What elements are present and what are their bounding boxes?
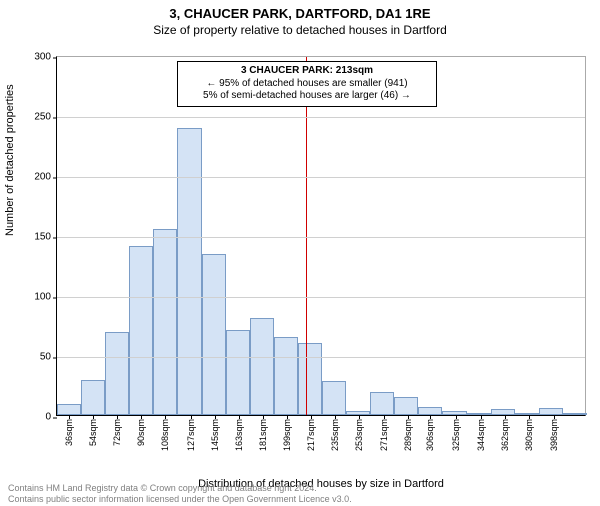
x-tick: 398sqm [549, 419, 559, 451]
x-tick: 289sqm [403, 419, 413, 451]
bar [442, 411, 466, 415]
annotation-line2: 5% of semi-detached houses are larger (4… [186, 90, 428, 103]
x-tick: 90sqm [136, 419, 146, 446]
bar [418, 407, 442, 415]
x-tick: 127sqm [186, 419, 196, 451]
bar [177, 128, 201, 415]
x-tick: 380sqm [524, 419, 534, 451]
bar [370, 392, 394, 415]
x-tick: 36sqm [64, 419, 74, 446]
bar [81, 380, 105, 415]
bar [563, 413, 587, 415]
x-tick: 217sqm [306, 419, 316, 451]
x-tick: 181sqm [258, 419, 268, 451]
bar [202, 254, 226, 415]
x-tick: 108sqm [160, 419, 170, 451]
x-tick: 54sqm [88, 419, 98, 446]
y-tick: 100 [34, 292, 51, 303]
bars-container [57, 57, 585, 415]
annotation-line1: ← 95% of detached houses are smaller (94… [186, 78, 428, 91]
x-tick: 235sqm [330, 419, 340, 451]
y-tick: 50 [40, 352, 51, 363]
bar [539, 408, 563, 415]
y-tick: 150 [34, 232, 51, 243]
gridline [57, 177, 585, 178]
page-title: 3, CHAUCER PARK, DARTFORD, DA1 1RE [0, 6, 600, 21]
bar [105, 332, 129, 415]
x-tick: 163sqm [234, 419, 244, 451]
gridline [57, 357, 585, 358]
bar [394, 397, 418, 415]
y-axis-label: Number of detached properties [4, 84, 16, 236]
bar [129, 246, 153, 415]
y-tick: 300 [34, 52, 51, 63]
y-tick: 250 [34, 112, 51, 123]
x-tick: 199sqm [282, 419, 292, 451]
y-tick: 200 [34, 172, 51, 183]
x-tick: 362sqm [500, 419, 510, 451]
bar [250, 318, 274, 415]
bar [57, 404, 81, 415]
copyright: Contains HM Land Registry data © Crown c… [8, 483, 352, 504]
x-tick: 253sqm [354, 419, 364, 451]
bar [322, 381, 346, 415]
x-tick: 344sqm [476, 419, 486, 451]
bar [515, 413, 539, 415]
gridline [57, 297, 585, 298]
gridline [57, 237, 585, 238]
copyright-line1: Contains HM Land Registry data © Crown c… [8, 483, 352, 493]
x-tick: 271sqm [379, 419, 389, 451]
page-subtitle: Size of property relative to detached ho… [0, 23, 600, 37]
bar [226, 330, 250, 415]
bar [467, 413, 491, 415]
x-tick: 325sqm [451, 419, 461, 451]
x-tick: 72sqm [112, 419, 122, 446]
reference-line [306, 57, 307, 415]
bar [298, 343, 322, 415]
annotation-box: 3 CHAUCER PARK: 213sqm ← 95% of detached… [177, 61, 437, 107]
chart-area: 3 CHAUCER PARK: 213sqm ← 95% of detached… [56, 56, 586, 416]
bar [491, 409, 515, 415]
bar [274, 337, 298, 415]
bar [346, 411, 370, 415]
x-tick: 145sqm [210, 419, 220, 451]
bar [153, 229, 177, 415]
x-tick: 306sqm [425, 419, 435, 451]
copyright-line2: Contains public sector information licen… [8, 494, 352, 504]
gridline [57, 117, 585, 118]
annotation-title: 3 CHAUCER PARK: 213sqm [186, 65, 428, 78]
y-tick: 0 [45, 412, 51, 423]
